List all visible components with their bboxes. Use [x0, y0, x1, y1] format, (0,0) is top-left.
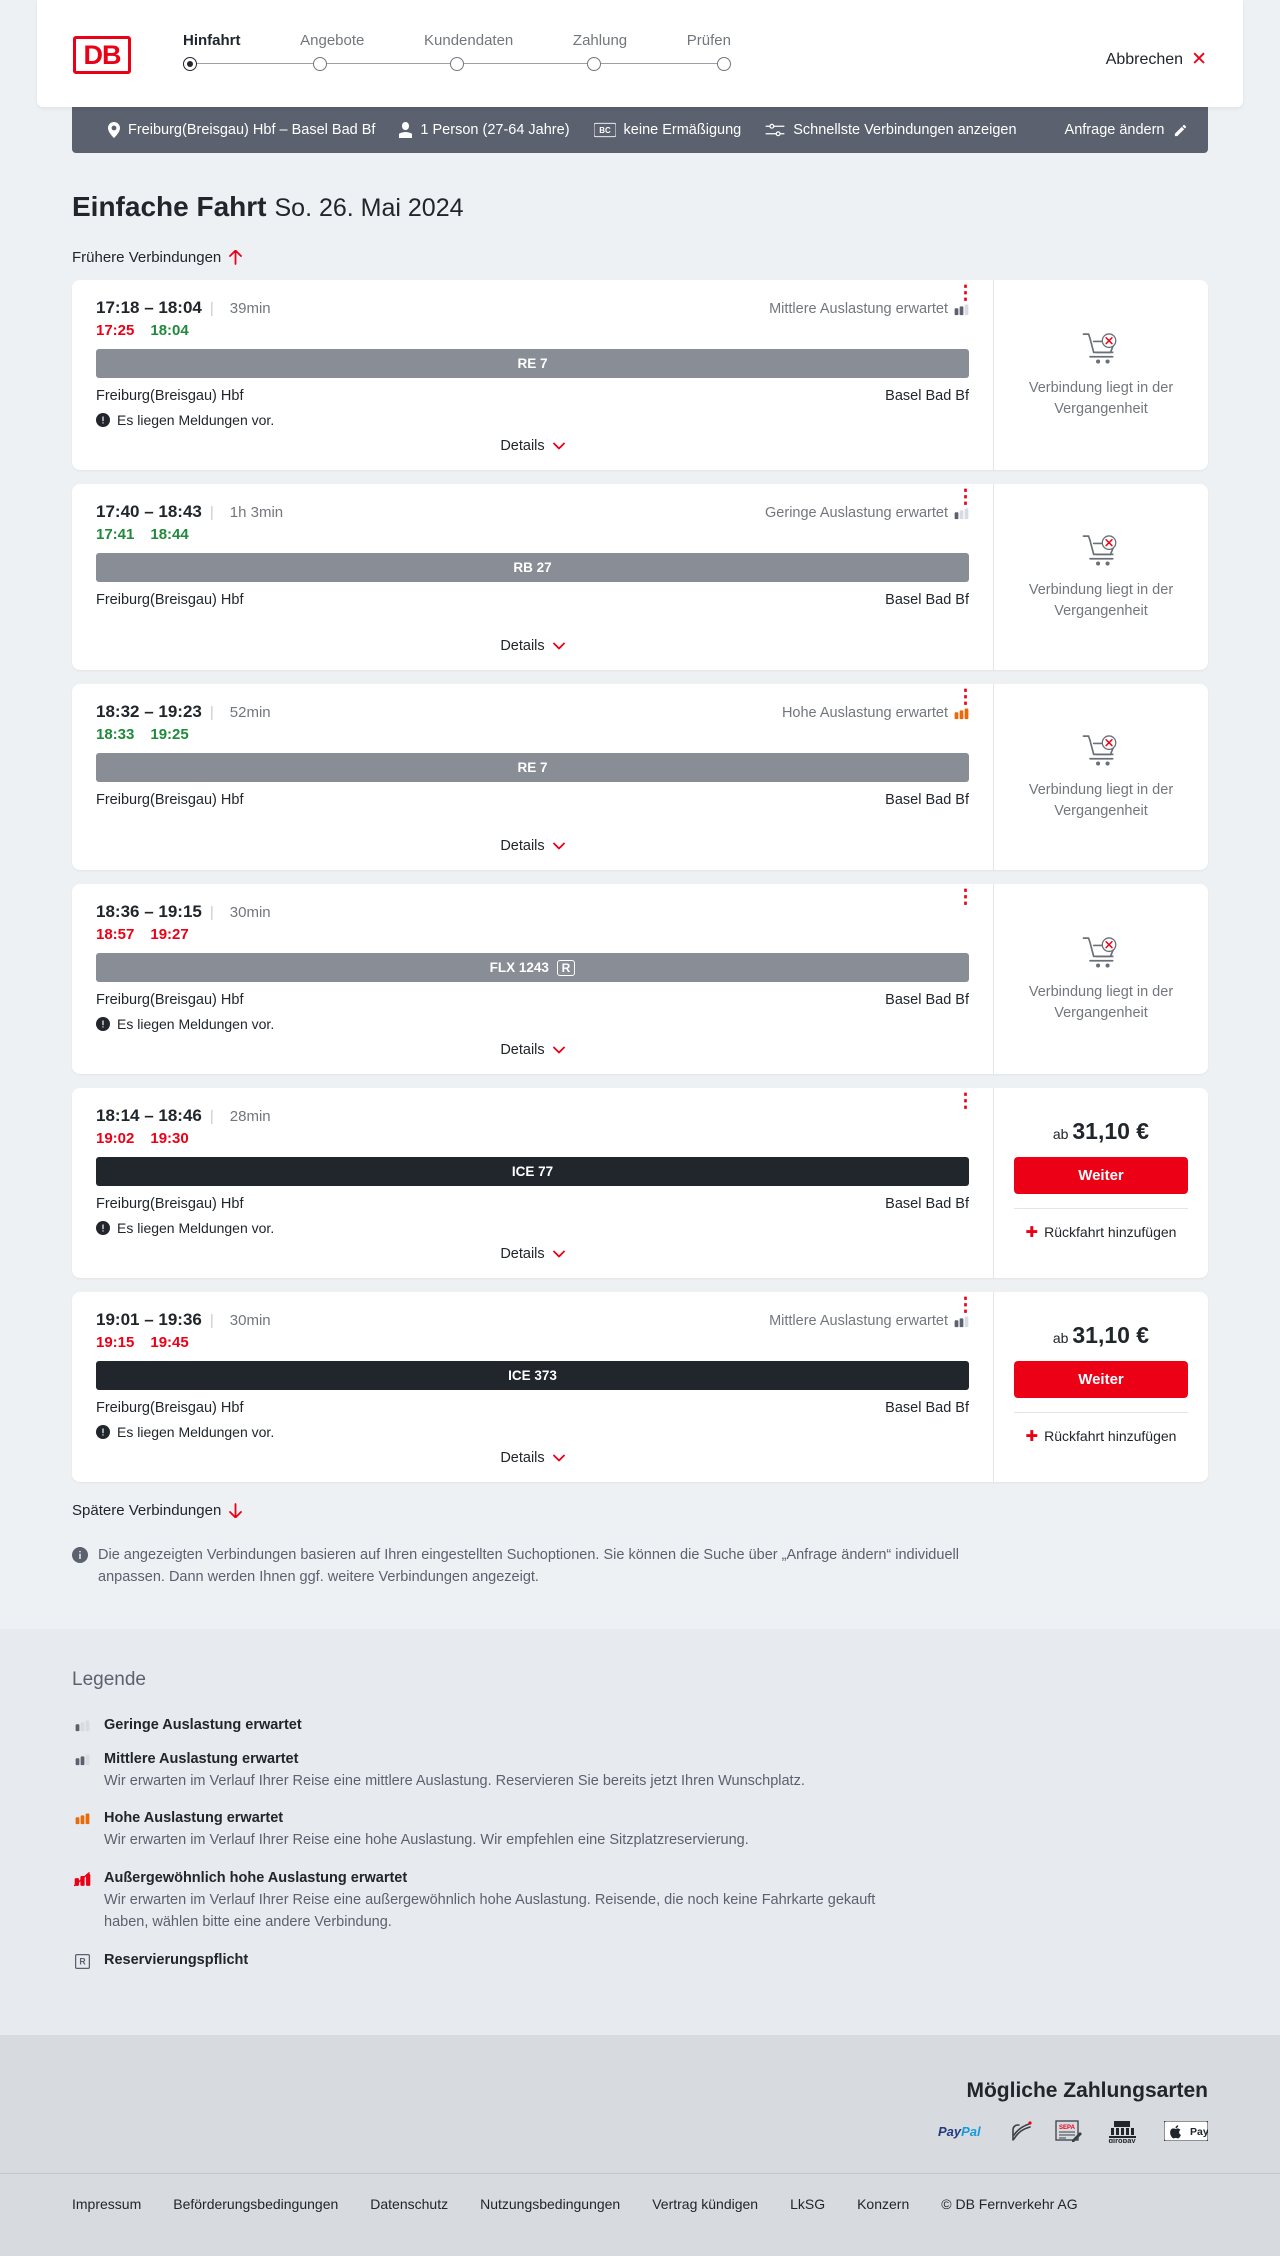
svg-text:Pay: Pay	[1190, 2126, 1208, 2138]
svg-text:R: R	[79, 1956, 86, 1966]
svg-text:BC: BC	[599, 126, 611, 135]
svg-text:PayPal: PayPal	[938, 2124, 981, 2139]
svg-text:SEPA: SEPA	[1059, 2125, 1076, 2131]
svg-text:giropay: giropay	[1108, 2136, 1136, 2143]
